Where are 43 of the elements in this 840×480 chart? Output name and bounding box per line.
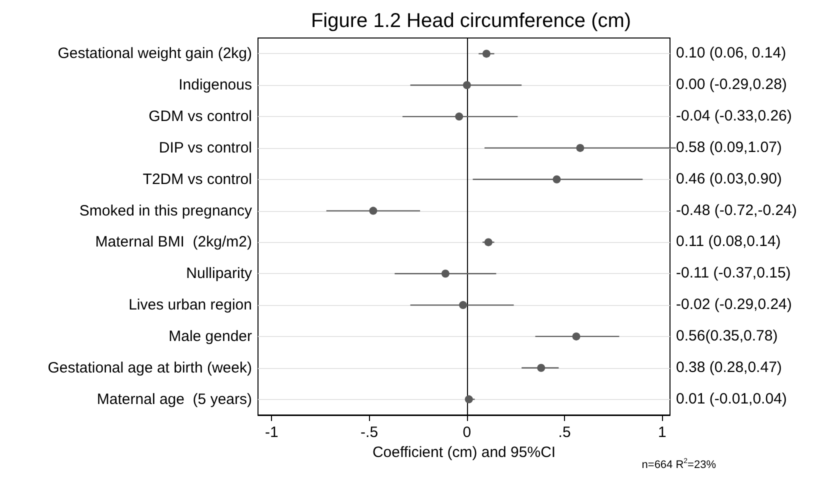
text: 0.11 (0.08,0.14) — [676, 233, 781, 250]
x-tick-label: 1 — [658, 424, 666, 441]
y-tick-label: Male gender — [168, 328, 252, 345]
y-tick-label: DIP vs control — [158, 139, 252, 156]
x-tick-label: .5 — [558, 424, 571, 441]
y-tick-label: Indigenous — [178, 76, 252, 94]
x-tick-label: -.5 — [360, 424, 378, 441]
x-tick-label: -1 — [264, 424, 278, 441]
point — [441, 270, 450, 278]
text: 0.01 (-0.01,0.04) — [676, 390, 787, 408]
point — [552, 175, 561, 184]
text: 0.10 (0.06, 0.14) — [676, 44, 786, 62]
text: -0.02 (-0.29,0.24) — [676, 296, 792, 314]
y-tick-label: Nulliparity — [186, 265, 252, 282]
y-tick-label: T2DM vs control — [142, 170, 252, 188]
y-tick-label: Gestational age at birth (week) — [48, 359, 252, 376]
text: 0.56(0.35,0.78) — [676, 327, 778, 344]
point — [482, 50, 490, 58]
text: 0.58 (0.09,1.07) — [676, 138, 782, 156]
y-tick-label: Gestational weight gain (2kg) — [58, 45, 252, 62]
point — [576, 144, 584, 152]
x-axis-title: Coefficient (cm) and 95%CI — [372, 444, 556, 461]
point — [484, 238, 492, 246]
point — [462, 81, 471, 90]
chart-title: Figure 1.2 Head circumference (cm) — [310, 10, 632, 32]
text: -0.04 (-0.33,0.26) — [676, 108, 792, 125]
x-tick-label: 0 — [462, 424, 472, 441]
y-tick-label: Maternal age (5 years) — [96, 390, 252, 408]
y-tick-label: Smoked in this pregnancy — [79, 202, 252, 220]
point — [464, 395, 473, 404]
y-tick-label: GDM vs control — [148, 108, 252, 126]
text: -0.11 (-0.37,0.15) — [676, 264, 791, 282]
point — [572, 332, 580, 340]
y-tick-label: Lives urban region — [128, 296, 252, 314]
y-tick-label: Maternal BMI (2kg/m2) — [95, 234, 252, 251]
text: 0.38 (0.28,0.47) — [676, 358, 782, 376]
point — [455, 112, 464, 121]
point — [459, 301, 468, 310]
text: 0.00 (-0.29,0.28) — [676, 76, 787, 94]
point — [537, 364, 546, 372]
text: 0.46 (0.03,0.90) — [676, 170, 782, 188]
point — [369, 206, 378, 215]
text: -0.48 (-0.72,-0.24) — [676, 202, 797, 219]
